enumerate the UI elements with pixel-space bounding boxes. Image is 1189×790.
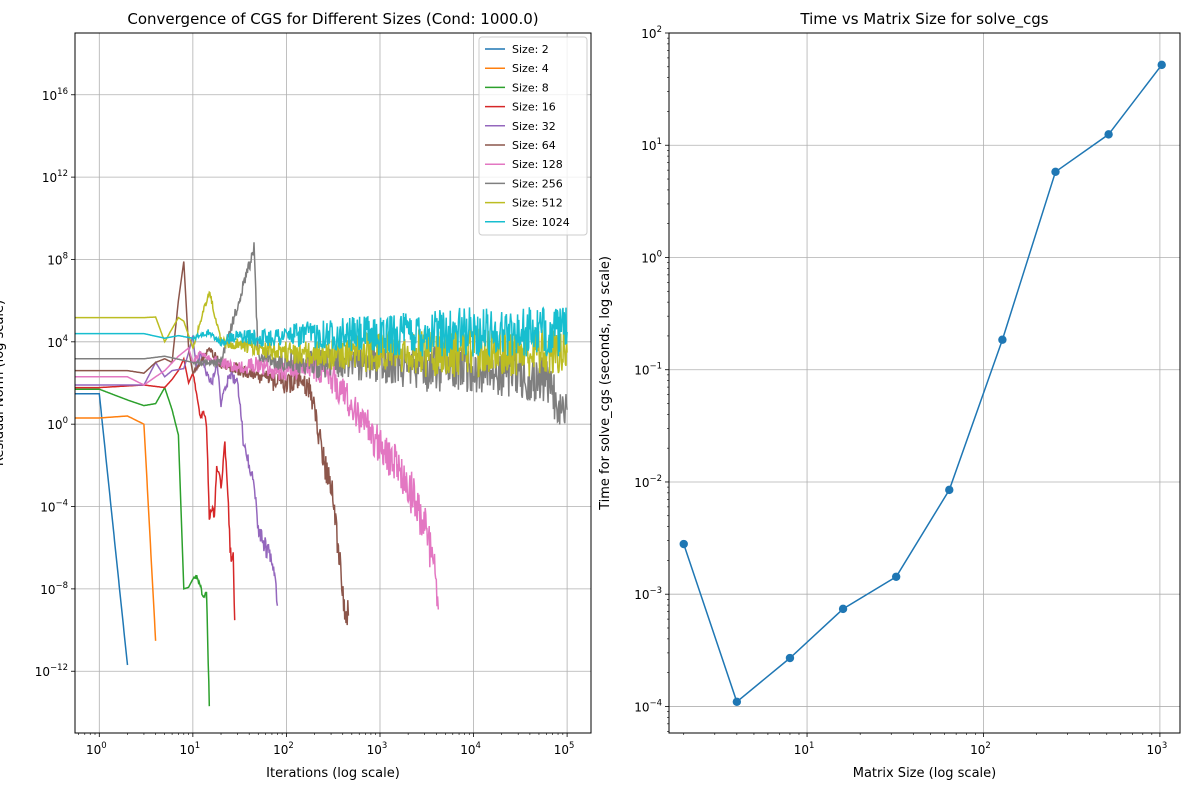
data-point <box>1157 60 1166 70</box>
y-tick-label: 1016 <box>42 87 68 103</box>
legend-label: Size: 2 <box>512 43 549 56</box>
data-point <box>891 572 901 581</box>
x-tick-label: 100 <box>86 741 107 757</box>
x-tick-label: 105 <box>554 741 575 757</box>
minor-ticks <box>78 733 564 735</box>
legend-label: Size: 8 <box>512 81 549 94</box>
data-point <box>1104 130 1113 139</box>
y-tick-label: 104 <box>47 334 68 350</box>
chart-title: Convergence of CGS for Different Sizes (… <box>127 10 538 28</box>
y-tick-label: 100 <box>47 416 68 432</box>
legend: Size: 2 Size: 4 Size: 8 Size: 16 Size: 32 Siz… <box>478 36 588 236</box>
series-size-2 <box>75 393 129 666</box>
legend-label: Size: 16 <box>512 101 556 114</box>
series-size-64 <box>75 261 350 626</box>
legend-label: Size: 32 <box>512 120 556 133</box>
convergence-chart: 100 101 102 103 104 105 10−12 10−8 10−4 100 104 108… <box>0 10 592 781</box>
y-tick-label: 10−4 <box>634 698 662 714</box>
x-tick-label: 102 <box>970 741 991 757</box>
legend-label: Size: 512 <box>512 197 563 210</box>
x-tick-label: 101 <box>794 741 815 757</box>
series-size-8 <box>75 385 211 707</box>
data-point <box>732 697 742 707</box>
x-tick-label: 103 <box>1147 741 1168 757</box>
legend-label: Size: 4 <box>512 62 549 75</box>
data-point <box>1051 167 1060 176</box>
y-tick-label: 1012 <box>42 169 68 185</box>
axes-frame <box>74 32 592 734</box>
y-tick-label: 10−4 <box>40 499 68 515</box>
y-tick-label: 10−1 <box>634 362 662 378</box>
minor-ticks <box>667 37 1153 735</box>
data-point <box>785 653 795 663</box>
x-tick-label: 101 <box>180 741 201 757</box>
axes-frame <box>668 32 1181 734</box>
chart-title: Time vs Matrix Size for solve_cgs <box>799 10 1048 29</box>
legend-label: Size: 1024 <box>512 216 570 229</box>
x-tick-label: 102 <box>273 741 294 757</box>
time-vs-size-chart: 101 102 103 10−4 10−3 10−2 10−1 100 101 102 Time v… <box>598 10 1181 781</box>
y-tick-label: 102 <box>641 25 662 41</box>
ticks: 100 101 102 103 104 105 10−12 10−8 10−4 100 104 108… <box>35 87 575 757</box>
y-tick-label: 10−3 <box>634 586 662 602</box>
data-point <box>679 539 688 549</box>
y-axis-label: Residual Norm (log scale) <box>0 300 7 466</box>
y-tick-label: 10−12 <box>35 663 68 679</box>
y-tick-label: 10−2 <box>634 474 662 490</box>
plot-area <box>679 60 1166 707</box>
x-axis-label: Iterations (log scale) <box>266 766 400 781</box>
series-size-32 <box>75 335 279 606</box>
series-size-1024 <box>75 306 568 358</box>
data-point <box>838 604 848 614</box>
legend-box <box>478 36 588 236</box>
series-line <box>682 64 1163 704</box>
y-tick-label: 101 <box>641 137 662 153</box>
x-tick-label: 104 <box>460 741 481 757</box>
x-tick-label: 103 <box>367 741 388 757</box>
legend-label: Size: 256 <box>512 177 563 190</box>
x-axis-label: Matrix Size (log scale) <box>853 766 996 781</box>
ticks: 101 102 103 10−4 10−3 10−2 10−1 100 101 102 <box>634 25 1167 757</box>
data-point <box>998 335 1007 344</box>
y-tick-label: 108 <box>47 251 68 267</box>
series-size-16 <box>75 356 236 621</box>
series-size-128 <box>75 346 440 610</box>
data-point <box>945 485 954 495</box>
plot-area <box>75 242 568 707</box>
legend-label: Size: 64 <box>512 139 556 152</box>
series-size-512 <box>75 290 568 378</box>
series-size-4 <box>75 415 157 641</box>
legend-label: Size: 128 <box>512 158 563 171</box>
y-tick-label: 100 <box>641 249 662 265</box>
y-axis-label: Time for solve_cgs (seconds, log scale) <box>598 256 613 511</box>
y-tick-label: 10−8 <box>40 581 68 597</box>
